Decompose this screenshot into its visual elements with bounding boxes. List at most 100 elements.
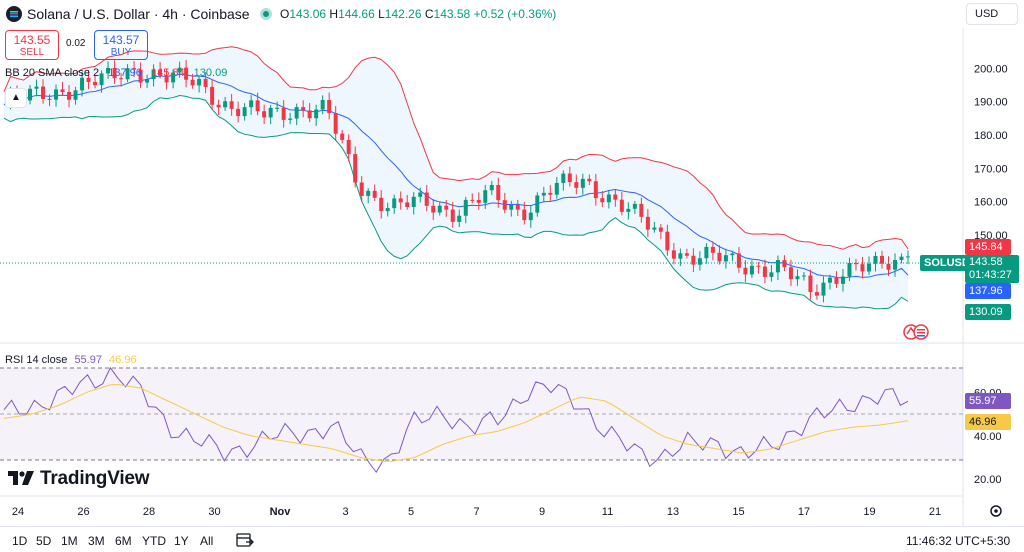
candle	[28, 84, 33, 105]
ohlc-values: O143.06 H144.66 L142.26 C143.58 +0.52 (+…	[280, 7, 556, 21]
candle	[834, 271, 839, 288]
solana-logo-icon	[6, 6, 22, 22]
candle	[158, 61, 163, 79]
candle	[795, 269, 800, 286]
candle	[405, 195, 410, 210]
candle	[125, 64, 130, 83]
range-button-1y[interactable]: 1Y	[174, 534, 189, 548]
range-button-ytd[interactable]: YTD	[142, 534, 166, 548]
candle	[463, 196, 468, 224]
close-value: 143.58	[433, 7, 471, 21]
bollinger-band-fill	[4, 46, 908, 309]
time-tick-label: 7	[473, 506, 479, 518]
candle	[691, 248, 696, 273]
tradingview-logo[interactable]: TradingView	[8, 468, 150, 490]
go-to-date-calendar-icon[interactable]	[236, 532, 254, 548]
rsi-band-background	[0, 368, 963, 460]
time-axis[interactable]: 24 26 28 30 Nov 3 5 7 9 11 13 15 17 19 21	[12, 506, 941, 518]
candle	[190, 73, 195, 89]
time-tick-label: 19	[863, 506, 875, 518]
close-label: C	[424, 7, 434, 21]
candle	[60, 81, 65, 96]
candle	[86, 70, 91, 90]
open-value: 143.06	[289, 7, 327, 21]
candle	[782, 255, 787, 272]
rsi-legend[interactable]: RSI 14 close 55.97 46.96	[5, 354, 137, 366]
timezone-clock[interactable]: 11:46:32 UTC+5:30	[906, 534, 1011, 548]
bb-lower-value: 130.09	[193, 67, 228, 79]
range-button-1m[interactable]: 1M	[61, 534, 78, 548]
candle	[437, 202, 442, 216]
candle	[177, 61, 182, 78]
time-tick-label: 9	[539, 506, 545, 518]
range-button-1d[interactable]: 1D	[12, 534, 28, 548]
candle	[652, 221, 657, 233]
candle	[645, 209, 650, 237]
candle	[418, 187, 423, 203]
candle	[879, 250, 884, 269]
candle	[398, 191, 403, 210]
rsi-lines	[3, 366, 909, 474]
sell-price: 143.55	[13, 33, 51, 47]
range-button-6m[interactable]: 6M	[115, 534, 132, 548]
candle	[171, 69, 176, 89]
candle	[93, 75, 98, 89]
candle	[385, 202, 390, 217]
candle	[262, 104, 267, 125]
time-tick-label: 15	[732, 506, 744, 518]
candle	[223, 96, 228, 111]
candle	[730, 250, 735, 262]
range-button-3m[interactable]: 3M	[88, 534, 105, 548]
sell-button[interactable]: 143.55 SELL	[5, 30, 59, 60]
candle	[619, 192, 624, 216]
high-value: 144.66	[338, 7, 375, 21]
low-label: L	[378, 7, 385, 21]
collapse-legend-button[interactable]: ▲	[5, 88, 27, 108]
candle	[541, 186, 546, 203]
candle	[457, 209, 462, 228]
price-tick-label: 200.00	[974, 63, 1008, 75]
bb-upper-line	[3, 46, 909, 250]
currency-selector[interactable]: USD	[966, 3, 1018, 25]
candle	[606, 190, 611, 209]
candle	[145, 74, 150, 89]
candle	[548, 185, 553, 202]
candle	[197, 75, 202, 93]
candle	[54, 84, 59, 107]
candle	[307, 102, 312, 123]
economic-event-flag-icon[interactable]	[902, 323, 932, 341]
range-button-5d[interactable]: 5D	[36, 534, 52, 548]
chart-header: Solana / U.S. Dollar · 4h · Coinbase O14…	[0, 0, 1024, 28]
candle	[587, 174, 592, 185]
time-tick-label: 24	[12, 506, 24, 518]
market-open-indicator-icon	[260, 8, 272, 20]
sell-label: SELL	[19, 47, 45, 58]
time-tick-label: 11	[602, 506, 613, 518]
candle	[132, 60, 137, 78]
candle	[359, 176, 364, 202]
candle	[710, 241, 715, 261]
candle	[372, 184, 377, 201]
bollinger-legend[interactable]: BB 20 SMA close 2 137.96 145.84 130.09	[5, 67, 227, 79]
candle	[821, 276, 826, 303]
time-tick-label: 3	[342, 506, 348, 518]
spread-value: 0.02	[66, 38, 86, 49]
candle	[528, 205, 533, 228]
settings-gear-icon[interactable]	[988, 503, 1004, 519]
candle	[476, 192, 481, 210]
candle	[392, 194, 397, 214]
candle	[444, 199, 449, 217]
candle	[411, 192, 416, 215]
range-button-all[interactable]: All	[200, 534, 214, 548]
candle	[717, 245, 722, 265]
candle	[814, 284, 819, 300]
candle	[502, 192, 507, 214]
candle	[632, 200, 637, 214]
candle	[106, 61, 111, 79]
candle	[860, 256, 865, 279]
candle	[333, 105, 338, 141]
rsi-ma-value: 46.96	[109, 354, 137, 366]
symbol-title[interactable]: Solana / U.S. Dollar · 4h · Coinbase	[27, 6, 250, 22]
